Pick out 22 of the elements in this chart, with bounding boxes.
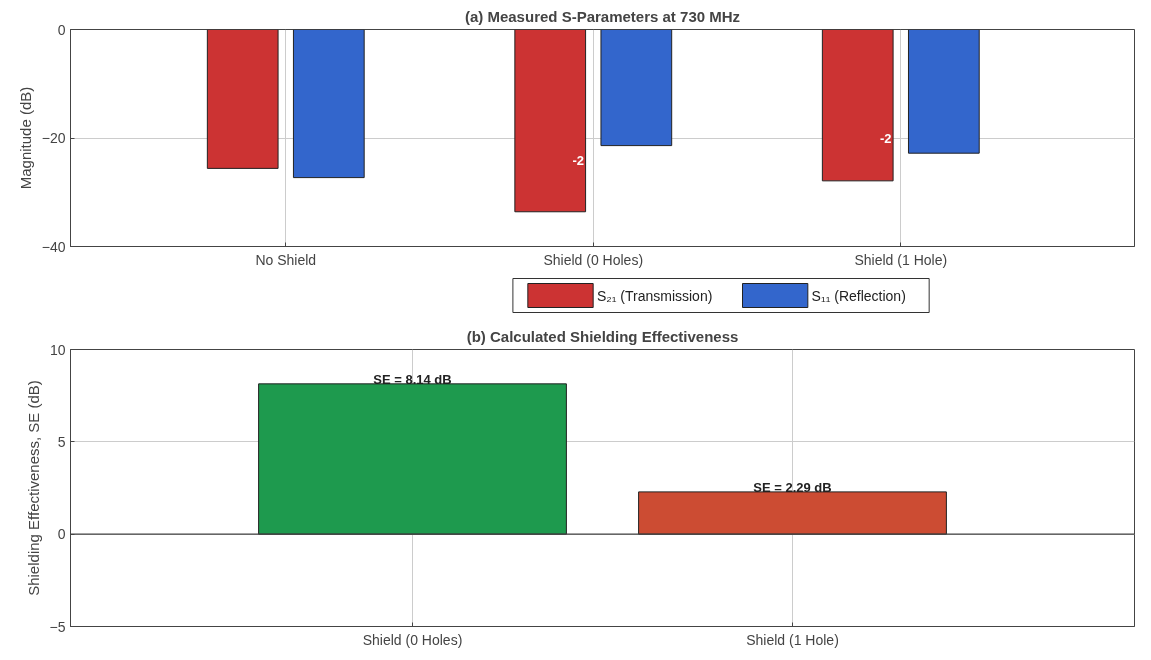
annotation: -2 — [880, 130, 892, 146]
x-tick-label: No Shield — [255, 251, 317, 268]
chart-title: (b) Calculated Shielding Effectiveness — [466, 327, 739, 345]
legend-label: S₂₁ (Transmission) — [596, 287, 713, 304]
legend-label: S₁₁ (Reflection) — [811, 287, 906, 304]
annotation: -2 — [572, 153, 585, 169]
y-tick-label: 0 — [57, 21, 66, 38]
x-tick-label: Shield (1 Hole) — [746, 631, 839, 648]
y-tick-label: 0 — [57, 526, 66, 543]
data-label: SE = 8.14 dB — [373, 371, 452, 387]
y-axis-title: Magnitude (dB) — [16, 86, 34, 190]
chart-title: (a) Measured S-Parameters at 730 MHz — [464, 7, 741, 25]
y-tick-label: 10 — [49, 341, 66, 358]
y-tick-label: −5 — [49, 618, 66, 635]
x-tick-label: Shield (1 Hole) — [854, 251, 948, 268]
x-tick-label: Shield (0 Holes) — [543, 251, 644, 268]
y-tick-label: −20 — [41, 130, 66, 146]
y-tick-label: 5 — [57, 433, 66, 450]
y-axis-title: Shielding Effectiveness, SE (dB) — [24, 380, 42, 596]
y-tick-label: −40 — [41, 238, 66, 255]
data-label: SE = 2.29 dB — [753, 479, 832, 495]
x-tick-label: Shield (0 Holes) — [362, 631, 463, 648]
